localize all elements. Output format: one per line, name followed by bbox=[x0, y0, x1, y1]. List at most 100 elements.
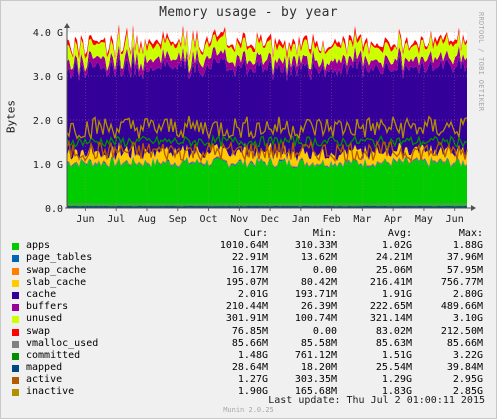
legend-swatch bbox=[12, 291, 19, 299]
legend-max: 489.66M bbox=[440, 301, 483, 313]
legend-max: 212.50M bbox=[440, 325, 483, 337]
series-line-inactive bbox=[66, 115, 468, 141]
legend-row-swap_cache: swap_cache 16.17M 0.00 25.06M 57.95M bbox=[12, 265, 487, 277]
legend-name: inactive bbox=[26, 386, 75, 398]
legend-max: 39.84M bbox=[446, 362, 483, 374]
legend-max: 1.88G bbox=[452, 240, 483, 252]
y-tick-label: 3.0 G bbox=[33, 72, 63, 83]
legend-cur: 195.07M bbox=[225, 276, 268, 288]
legend-swatch bbox=[12, 328, 19, 336]
legend-row-active: active 1.27G 303.35M 1.29G 2.95G bbox=[12, 374, 487, 386]
legend-avg: 83.02M bbox=[375, 325, 412, 337]
chart-title: Memory usage - by year bbox=[159, 5, 338, 20]
legend-cur: 301.91M bbox=[225, 313, 268, 325]
legend-min: 193.71M bbox=[294, 288, 337, 300]
legend-swatch bbox=[12, 255, 19, 263]
series-area-swap bbox=[67, 24, 467, 61]
legend-max: 3.10G bbox=[452, 313, 483, 325]
last-update: Last update: Thu Jul 2 01:00:11 2015 bbox=[268, 395, 485, 406]
legend-cur: 76.85M bbox=[231, 325, 268, 337]
x-tick-label: Nov bbox=[230, 214, 248, 225]
legend-min: 18.20M bbox=[300, 362, 337, 374]
legend-avg: 222.65M bbox=[369, 301, 412, 313]
legend-name: mapped bbox=[26, 362, 63, 374]
legend-row-apps: apps 1010.64M 310.33M 1.02G 1.88G bbox=[12, 240, 487, 252]
x-tick-label: Feb bbox=[323, 214, 341, 225]
legend-name: swap bbox=[26, 325, 51, 337]
legend-name: buffers bbox=[26, 301, 69, 313]
legend-min: 13.62M bbox=[300, 252, 337, 264]
legend-max: 2.95G bbox=[452, 374, 483, 386]
legend-avg: 216.41M bbox=[369, 276, 412, 288]
legend-min: 165.68M bbox=[294, 386, 337, 398]
legend-swatch bbox=[12, 389, 19, 397]
legend-cur: 1.27G bbox=[237, 374, 268, 386]
legend-min: 761.12M bbox=[294, 349, 337, 361]
legend-name: committed bbox=[26, 349, 81, 361]
legend-min: 0.00 bbox=[312, 325, 337, 337]
legend-row-vmalloc_used: vmalloc_used 85.66M 85.58M 85.63M 85.66M bbox=[12, 338, 487, 350]
legend-row-swap: swap 76.85M 0.00 83.02M 212.50M bbox=[12, 326, 487, 338]
legend-avg: 1.51G bbox=[381, 349, 412, 361]
legend-max: 756.77M bbox=[440, 276, 483, 288]
col-max-header: Max: bbox=[458, 228, 483, 239]
munin-version: Munin 2.0.25 bbox=[223, 406, 274, 414]
legend-max: 3.22G bbox=[452, 349, 483, 361]
x-tick-label: Jun bbox=[446, 214, 464, 225]
legend-row-buffers: buffers 210.44M 26.39M 222.65M 489.66M bbox=[12, 301, 487, 313]
y-tick-label: 1.0 G bbox=[33, 160, 63, 171]
legend-avg: 1.83G bbox=[381, 386, 412, 398]
legend-avg: 321.14M bbox=[369, 313, 412, 325]
legend-row-page_tables: page_tables 22.91M 13.62M 24.21M 37.96M bbox=[12, 252, 487, 264]
legend-cur: 22.91M bbox=[231, 252, 268, 264]
legend-name: swap_cache bbox=[26, 264, 87, 276]
legend-name: apps bbox=[26, 240, 51, 252]
legend-name: unused bbox=[26, 313, 63, 325]
legend-cur: 1010.64M bbox=[219, 240, 268, 252]
legend-name: active bbox=[26, 374, 63, 386]
series-line-active bbox=[66, 139, 468, 163]
legend-cur: 1.48G bbox=[237, 349, 268, 361]
legend-row-inactive: inactive 1.90G 165.68M 1.83G 2.85G bbox=[12, 386, 487, 398]
series-area-buffers bbox=[67, 43, 467, 81]
legend-cur: 2.01G bbox=[237, 288, 268, 300]
legend-avg: 85.63M bbox=[375, 337, 412, 349]
legend-min: 0.00 bbox=[312, 264, 337, 276]
y-tick-label: 4.0 G bbox=[33, 28, 63, 39]
x-tick-label: Dec bbox=[261, 214, 279, 225]
legend-swatch bbox=[12, 243, 19, 251]
legend-row-mapped: mapped 28.64M 18.20M 25.54M 39.84M bbox=[12, 362, 487, 374]
x-tick-label: Jun bbox=[76, 214, 94, 225]
legend-min: 100.74M bbox=[294, 313, 337, 325]
legend-name: slab_cache bbox=[26, 276, 87, 288]
legend-cur: 85.66M bbox=[231, 337, 268, 349]
y-axis-arrow bbox=[64, 23, 70, 28]
legend-avg: 24.21M bbox=[375, 252, 412, 264]
legend-max: 85.66M bbox=[446, 337, 483, 349]
legend-name: cache bbox=[26, 288, 57, 300]
legend-cur: 1.90G bbox=[237, 386, 268, 398]
series-area-apps bbox=[67, 157, 467, 208]
legend-max: 37.96M bbox=[446, 252, 483, 264]
legend: Cur: Min: Avg: Max: apps 1010.64M 310.33M 1… bbox=[12, 228, 487, 399]
legend-swatch bbox=[12, 365, 19, 373]
x-tick-label: Jul bbox=[107, 214, 125, 225]
legend-name: vmalloc_used bbox=[26, 337, 99, 349]
legend-max: 2.80G bbox=[452, 288, 483, 300]
x-tick-label: Apr bbox=[384, 214, 402, 225]
chart-area: 0.0 1.0 G 2.0 G 3.0 G 4.0 G Jun Jul Aug Sep Oct No… bbox=[33, 23, 476, 225]
legend-min: 303.35M bbox=[294, 374, 337, 386]
legend-header: Cur: Min: Avg: Max: bbox=[12, 228, 487, 240]
legend-min: 26.39M bbox=[300, 301, 337, 313]
legend-avg: 1.91G bbox=[381, 288, 412, 300]
rrdtool-watermark: RRDTOOL / TOBI OETIKER bbox=[477, 12, 485, 112]
legend-swatch bbox=[12, 340, 19, 348]
legend-swatch bbox=[12, 352, 19, 360]
y-tick-label: 2.0 G bbox=[33, 116, 63, 127]
y-tick-label: 0.0 bbox=[45, 204, 63, 215]
x-tick-label: Sep bbox=[169, 214, 187, 225]
series-area-unused bbox=[67, 29, 467, 75]
legend-swatch bbox=[12, 377, 19, 385]
legend-swatch bbox=[12, 279, 19, 287]
legend-avg: 1.02G bbox=[381, 240, 412, 252]
